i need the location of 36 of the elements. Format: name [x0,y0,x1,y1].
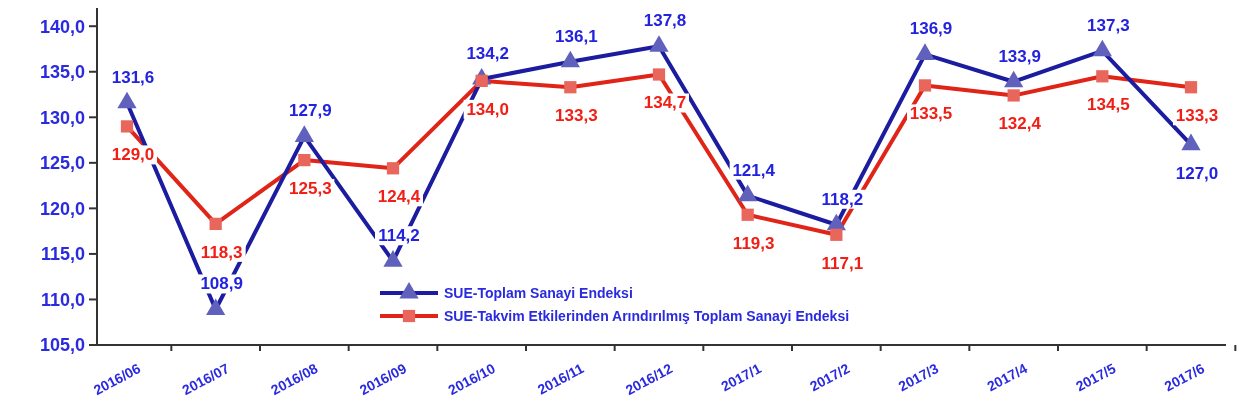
legend-label: SUE-Takvim Etkilerinden Arındırılmış Toplam Sanayi Endeksi [444,307,850,324]
data-label: 121,4 [732,160,776,180]
data-label: 108,9 [200,274,243,294]
data-label: 132,4 [998,114,1042,134]
data-label: 119,3 [732,233,775,253]
data-label: 117,1 [821,253,864,273]
data-label: 134,5 [1087,95,1130,115]
data-label: 127,9 [289,101,332,121]
data-label: 137,8 [643,11,687,31]
y-tick-label: 110,0 [40,289,85,310]
y-tick-label: 135,0 [39,62,85,83]
data-label: 118,3 [200,242,243,262]
data-label: 131,6 [111,67,155,87]
y-tick-label: 125,0 [39,153,85,174]
data-label: 118,2 [821,189,864,209]
data-label: 133,3 [555,106,598,126]
y-tick-label: 115,0 [40,244,85,265]
data-label: 124,4 [377,187,421,207]
data-label: 129,0 [111,145,155,165]
data-label: 134,0 [466,99,509,119]
data-label: 134,7 [643,93,687,113]
data-label: 136,9 [909,19,953,39]
data-label: 136,1 [555,26,598,46]
y-tick-label: 120,0 [39,198,85,219]
data-label: 125,3 [289,179,332,199]
y-tick-label: 130,0 [39,107,85,128]
data-label: 137,3 [1087,15,1130,35]
data-label: 134,2 [466,44,509,64]
legend-label: SUE-Toplam Sanayi Endeksi [444,284,633,301]
y-tick-label: 140,0 [39,16,85,37]
data-label: 133,3 [1175,106,1219,126]
data-label: 114,2 [378,226,420,246]
data-label: 133,5 [909,104,953,124]
y-tick-label: 105,0 [39,335,85,356]
data-label: 133,9 [998,46,1041,66]
data-label: 127,0 [1175,163,1219,183]
